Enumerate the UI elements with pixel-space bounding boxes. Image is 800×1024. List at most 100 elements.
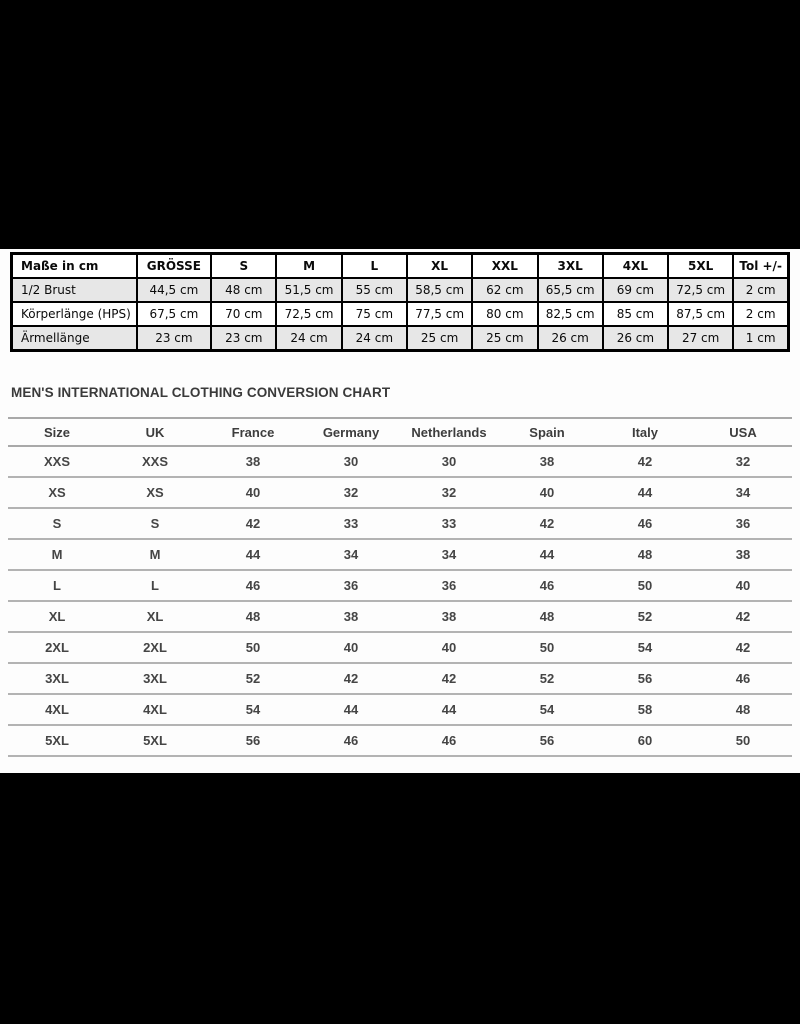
measurement-value-cell: 44,5 cm [135,277,213,303]
conversion-value-cell: 44 [539,547,555,562]
measurement-value-cell: 26 cm [536,325,604,352]
conversion-value-cell: 50 [637,578,653,593]
measurement-value-cell: 2 cm [732,277,790,303]
measurement-header-cell: L [340,252,408,279]
conversion-value-cell: 40 [245,485,261,500]
conversion-value-cell: 46 [343,733,359,748]
conversion-chart-title: MEN'S INTERNATIONAL CLOTHING CONVERSION … [11,385,391,400]
conversion-value-cell: 3XL [45,671,69,686]
conversion-value-cell: 42 [735,640,751,655]
measurement-value-cell: 23 cm [210,325,278,352]
conversion-value-cell: 2XL [45,640,69,655]
measurement-value-cell: 2 cm [732,301,790,327]
measurement-value-cell: 55 cm [340,277,408,303]
conversion-row: S S 42 33 33 42 46 36 [8,508,792,539]
conversion-value-cell: 42 [343,671,359,686]
measurement-header-cell: 3XL [536,252,604,279]
conversion-value-cell: 40 [735,578,751,593]
measurement-value-cell: 26 cm [601,325,670,352]
measurement-table: Maße in cm GRÖSSE S M L XL XXL 3XL 4XL 5XL Tol +/-… [10,252,790,352]
measurement-value-cell: 25 cm [405,325,474,352]
conversion-value-cell: XS [146,485,164,500]
conversion-value-cell: M [51,547,63,562]
conversion-value-cell: XS [48,485,66,500]
conversion-header-cell: Netherlands [411,424,487,440]
conversion-value-cell: 38 [343,609,359,624]
conversion-value-cell: 40 [343,640,359,655]
measurement-header-cell: M [275,252,343,279]
conversion-value-cell: 38 [735,547,751,562]
conversion-value-cell: 50 [245,640,261,655]
conversion-value-cell: 42 [539,516,555,531]
conversion-header-row: Size UK France Germany Netherlands Spain Italy… [8,418,792,446]
conversion-value-cell: XL [146,609,164,624]
conversion-value-cell: 42 [735,609,751,624]
conversion-value-cell: 44 [441,702,457,717]
conversion-value-cell: 48 [245,609,261,624]
measurement-value-cell: 85 cm [601,301,670,327]
conversion-value-cell: 32 [343,485,359,500]
measurement-value-cell: 58,5 cm [405,277,474,303]
measurement-header-row: Maße in cm GRÖSSE S M L XL XXL 3XL 4XL 5XL Tol +/- [10,252,790,279]
conversion-value-cell: 38 [441,609,457,624]
conversion-value-cell: S [150,516,160,531]
conversion-value-cell: 56 [637,671,653,686]
conversion-value-cell: 36 [735,516,751,531]
conversion-value-cell: XL [48,609,66,624]
conversion-value-cell: 46 [539,578,555,593]
measurement-value-cell: 69 cm [601,277,670,303]
conversion-header-cell: Italy [631,424,658,440]
conversion-row: L L 46 36 36 46 50 40 [8,570,792,601]
measurement-header-cell: XL [405,252,474,279]
conversion-value-cell: S [52,516,62,531]
conversion-value-cell: XXS [43,454,70,469]
conversion-value-cell: 42 [637,454,653,469]
measurement-value-cell: 82,5 cm [536,301,604,327]
conversion-value-cell: 30 [343,454,359,469]
conversion-value-cell: 38 [245,454,261,469]
conversion-value-cell: 44 [637,485,653,500]
conversion-value-cell: 33 [441,516,457,531]
conversion-value-cell: 42 [441,671,457,686]
conversion-value-cell: 52 [245,671,261,686]
measurement-row: Ärmellänge 23 cm 23 cm 24 cm 24 cm 25 cm 25 cm… [10,325,790,352]
conversion-value-cell: 4XL [45,702,69,717]
conversion-value-cell: 48 [637,547,653,562]
conversion-value-cell: 54 [637,640,653,655]
conversion-value-cell: 2XL [143,640,167,655]
measurement-header-cell: 5XL [667,252,735,279]
measurement-row-label: 1/2 Brust [10,277,138,303]
measurement-header-cell: Tol +/- [732,252,790,279]
conversion-value-cell: 32 [735,454,751,469]
conversion-value-cell: 3XL [143,671,167,686]
measurement-value-cell: 62 cm [471,277,539,303]
conversion-value-cell: 46 [735,671,751,686]
measurement-header-cell: S [210,252,278,279]
measurement-value-cell: 80 cm [471,301,539,327]
conversion-row: 5XL 5XL 56 46 46 56 60 50 [8,725,792,756]
conversion-value-cell: 34 [343,547,359,562]
conversion-value-cell: 5XL [45,733,69,748]
conversion-value-cell: 48 [735,702,751,717]
measurement-value-cell: 51,5 cm [275,277,343,303]
measurement-row: 1/2 Brust 44,5 cm 48 cm 51,5 cm 55 cm 58,5 cm… [10,277,790,303]
conversion-chart-table: Size UK France Germany Netherlands Spain Italy… [8,417,792,757]
measurement-value-cell: 24 cm [275,325,343,352]
measurement-value-cell: 23 cm [135,325,213,352]
conversion-header-cell: Size [43,424,70,440]
conversion-row: XS XS 40 32 32 40 44 34 [8,477,792,508]
conversion-row: XL XL 48 38 38 48 52 42 [8,601,792,632]
measurement-value-cell: 67,5 cm [135,301,213,327]
conversion-value-cell: 38 [539,454,555,469]
conversion-header-cell: Germany [322,424,380,440]
measurement-value-cell: 48 cm [210,277,278,303]
conversion-value-cell: 5XL [143,733,167,748]
measurement-header-cell: GRÖSSE [135,252,213,279]
measurement-value-cell: 27 cm [667,325,735,352]
measurement-header-cell: 4XL [601,252,670,279]
conversion-value-cell: 34 [735,485,751,500]
measurement-value-cell: 72,5 cm [275,301,343,327]
conversion-value-cell: 46 [245,578,261,593]
conversion-value-cell: L [53,578,61,593]
